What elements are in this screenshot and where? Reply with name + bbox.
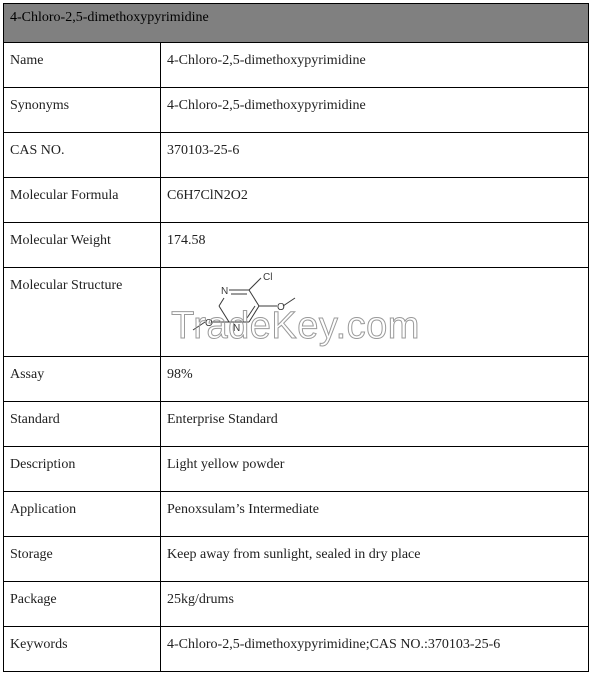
row-value-name: 4-Chloro-2,5-dimethoxypyrimidine (161, 43, 589, 88)
atom-label-o2: O (205, 318, 213, 329)
row-label-cas: CAS NO. (4, 133, 161, 178)
header-title: 4-Chloro-2,5-dimethoxypyrimidine (4, 4, 589, 43)
row-value-synonyms: 4-Chloro-2,5-dimethoxypyrimidine (161, 88, 589, 133)
table-row: Synonyms 4-Chloro-2,5-dimethoxypyrimidin… (4, 88, 589, 133)
chemical-data-table: 4-Chloro-2,5-dimethoxypyrimidine Name 4-… (3, 3, 589, 672)
row-value-structure: Cl N N O O (161, 268, 589, 357)
row-label-formula: Molecular Formula (4, 178, 161, 223)
row-value-weight: 174.58 (161, 223, 589, 268)
atom-label-o1: O (277, 302, 285, 313)
row-value-storage: Keep away from sunlight, sealed in dry p… (161, 537, 589, 582)
row-value-standard: Enterprise Standard (161, 402, 589, 447)
row-value-formula: C6H7ClN2O2 (161, 178, 589, 223)
atom-label-cl: Cl (263, 272, 272, 283)
row-label-package: Package (4, 582, 161, 627)
row-value-keywords: 4-Chloro-2,5-dimethoxypyrimidine;CAS NO.… (161, 627, 589, 672)
table-header-row: 4-Chloro-2,5-dimethoxypyrimidine (4, 4, 589, 43)
row-value-cas: 370103-25-6 (161, 133, 589, 178)
table-row: Description Light yellow powder (4, 447, 589, 492)
table-row: Storage Keep away from sunlight, sealed … (4, 537, 589, 582)
row-label-assay: Assay (4, 357, 161, 402)
table-row: Application Penoxsulam’s Intermediate (4, 492, 589, 537)
atom-label-n2: N (233, 323, 240, 334)
table-row: Molecular Weight 174.58 (4, 223, 589, 268)
row-value-assay: 98% (161, 357, 589, 402)
table-row: Standard Enterprise Standard (4, 402, 589, 447)
table-row: Package 25kg/drums (4, 582, 589, 627)
row-value-package: 25kg/drums (161, 582, 589, 627)
row-label-storage: Storage (4, 537, 161, 582)
table-row: Keywords 4-Chloro-2,5-dimethoxypyrimidin… (4, 627, 589, 672)
row-label-standard: Standard (4, 402, 161, 447)
row-label-application: Application (4, 492, 161, 537)
atom-label-n1: N (221, 286, 228, 297)
row-value-description: Light yellow powder (161, 447, 589, 492)
row-label-synonyms: Synonyms (4, 88, 161, 133)
table-row: CAS NO. 370103-25-6 (4, 133, 589, 178)
row-label-name: Name (4, 43, 161, 88)
table-row: Assay 98% (4, 357, 589, 402)
table-row: Molecular Formula C6H7ClN2O2 (4, 178, 589, 223)
row-label-structure: Molecular Structure (4, 268, 161, 357)
row-value-application: Penoxsulam’s Intermediate (161, 492, 589, 537)
molecular-structure-icon: Cl N N O O (171, 272, 311, 334)
table-row: Molecular Structure (4, 268, 589, 357)
table-row: Name 4-Chloro-2,5-dimethoxypyrimidine (4, 43, 589, 88)
row-label-weight: Molecular Weight (4, 223, 161, 268)
row-label-description: Description (4, 447, 161, 492)
row-label-keywords: Keywords (4, 627, 161, 672)
